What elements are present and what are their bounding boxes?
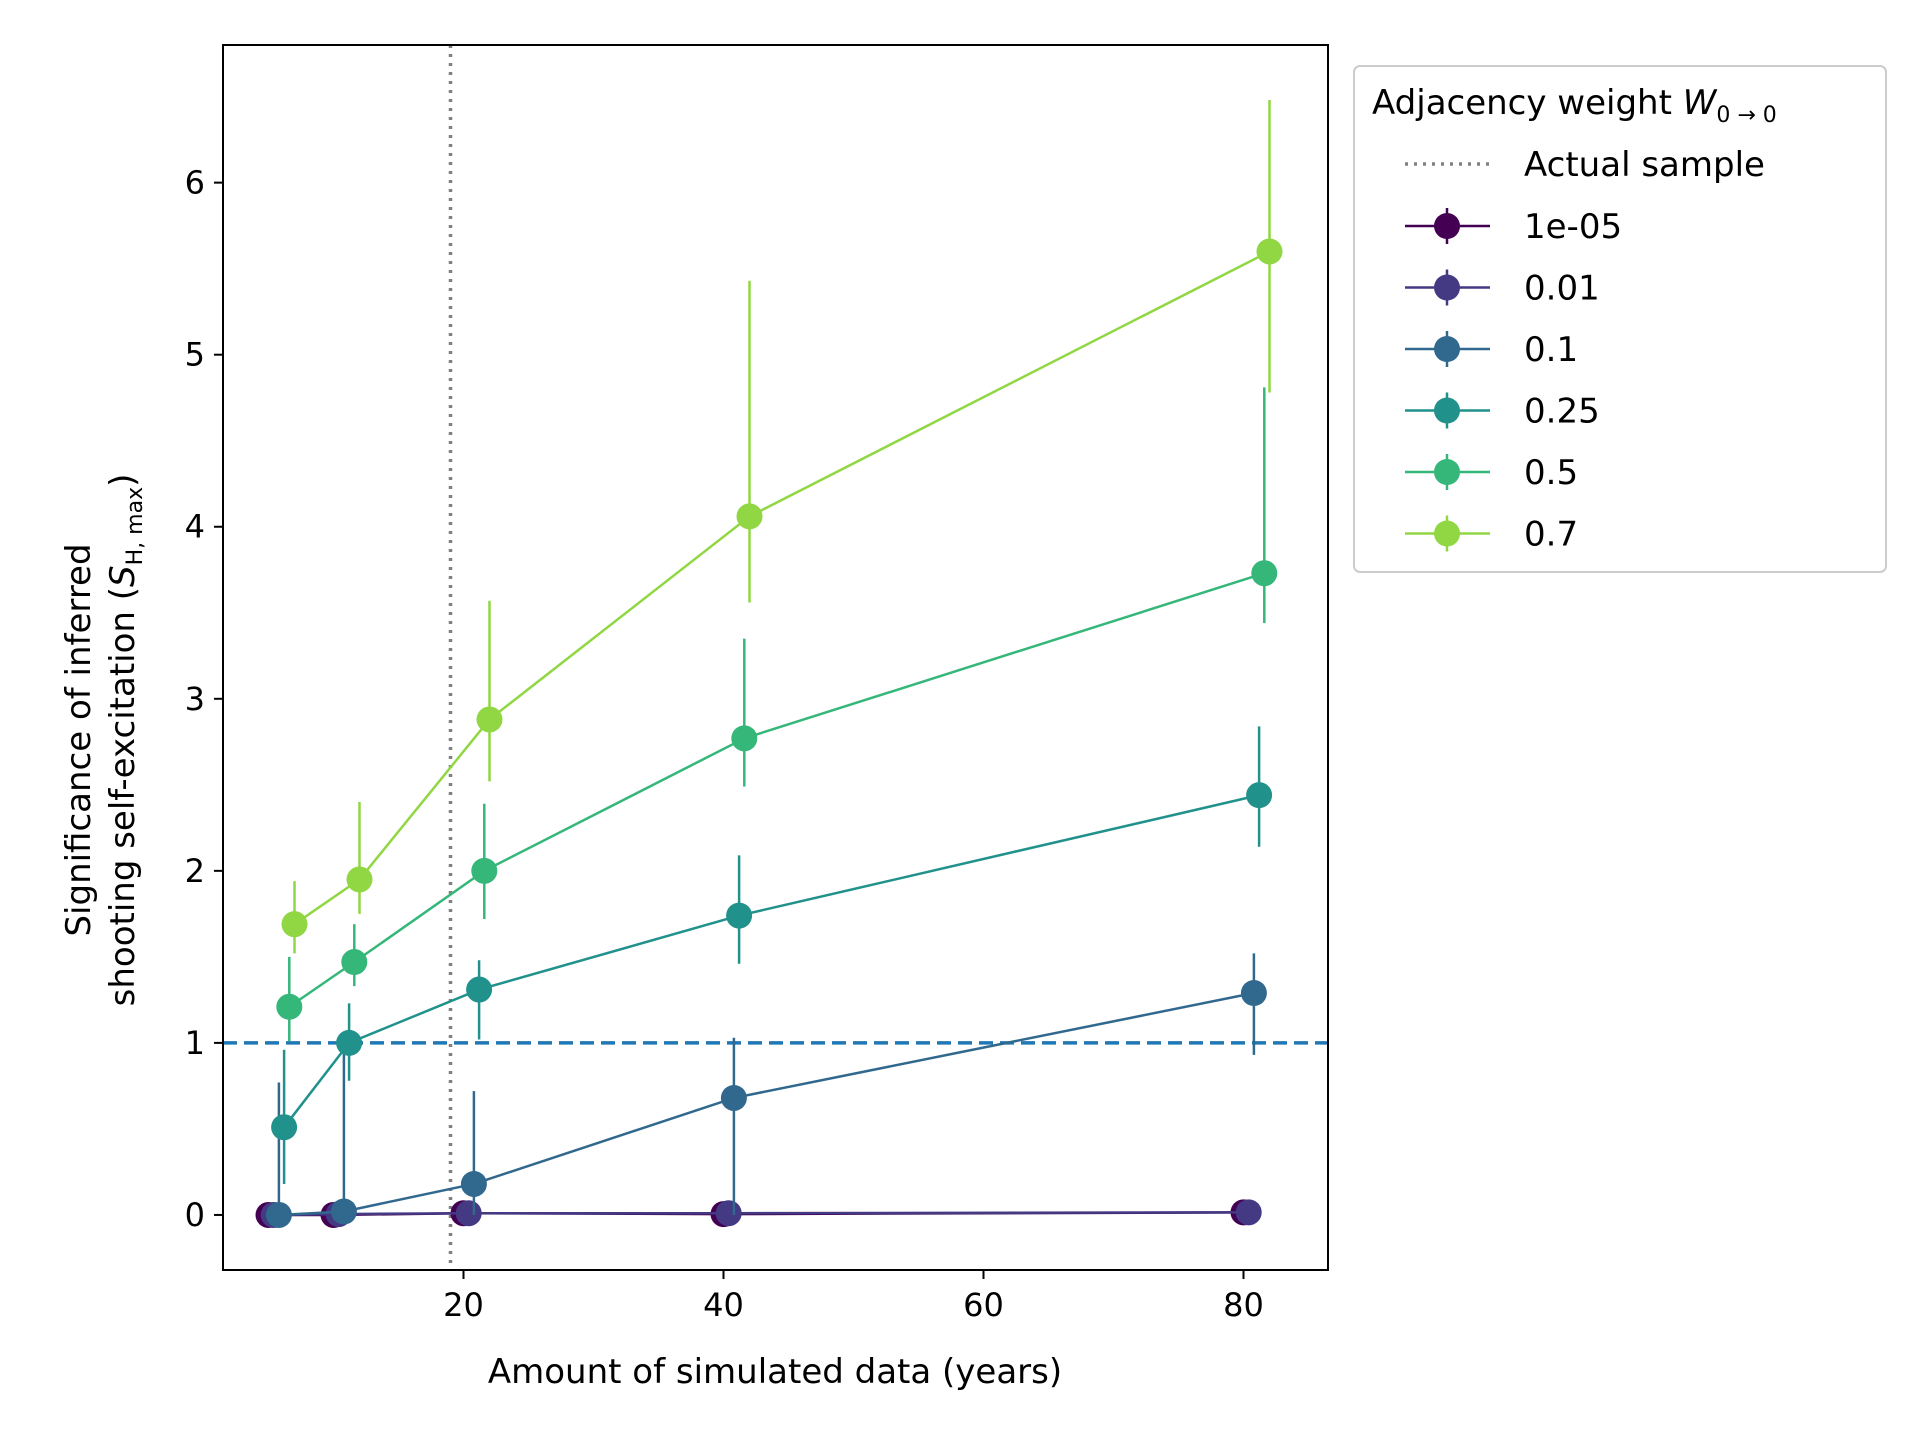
data-point xyxy=(466,976,493,1003)
legend-marker xyxy=(1434,520,1460,547)
plot-area xyxy=(222,44,1329,1271)
series-layer xyxy=(255,100,1283,1228)
series-line xyxy=(278,991,1255,1217)
series-0.1 xyxy=(265,953,1267,1228)
data-point xyxy=(726,902,753,929)
x-tick-label: 60 xyxy=(963,1286,1004,1324)
legend-title-subscript: 0 → 0 xyxy=(1716,103,1776,128)
series-line xyxy=(283,793,1260,1128)
legend-label: 0.01 xyxy=(1524,269,1600,309)
legend-actual-sample-label: Actual sample xyxy=(1524,145,1765,185)
y-axis-label: Significance of inferred shooting self-e… xyxy=(59,474,148,1007)
series-0.25 xyxy=(271,726,1273,1184)
data-point xyxy=(715,1200,742,1227)
series-0.5 xyxy=(276,387,1278,1042)
data-point xyxy=(346,866,373,893)
data-point xyxy=(736,503,763,530)
legend-box xyxy=(1353,65,1887,573)
data-point xyxy=(455,1200,482,1227)
y-axis-label-subscript: H, max xyxy=(123,487,148,565)
legend-entry-0.25: 0.25 xyxy=(1405,392,1600,432)
data-point xyxy=(276,993,303,1020)
legend-marker xyxy=(1434,336,1460,362)
legend-label: 0.25 xyxy=(1524,392,1600,432)
x-tick-label: 20 xyxy=(443,1286,484,1324)
y-tick-label: 3 xyxy=(185,680,205,718)
x-axis: 20 40 60 80 xyxy=(443,1270,1264,1324)
y-axis-label-line1: Significance of inferred xyxy=(59,543,99,936)
legend-entry-1e-05: 1e-05 xyxy=(1405,207,1622,247)
legend-label: 0.7 xyxy=(1524,515,1578,555)
legend-label: 1e-05 xyxy=(1524,207,1622,247)
y-axis-label-suffix: ) xyxy=(103,474,143,487)
legend-marker xyxy=(1434,274,1460,301)
series-0.7 xyxy=(281,100,1283,954)
legend-label: 0.5 xyxy=(1524,453,1578,493)
y-tick-label: 0 xyxy=(185,1196,205,1234)
y-tick-label: 4 xyxy=(185,508,205,546)
legend-entry-0.7: 0.7 xyxy=(1405,515,1578,555)
data-point xyxy=(476,706,503,733)
y-tick-label: 6 xyxy=(185,164,205,202)
reference-lines xyxy=(223,45,1328,1270)
data-point xyxy=(281,911,308,938)
series-line xyxy=(288,572,1265,1008)
data-point xyxy=(330,1198,357,1225)
x-tick-label: 80 xyxy=(1223,1286,1264,1324)
legend-marker xyxy=(1434,459,1460,485)
y-axis: 0 1 2 3 4 5 6 xyxy=(185,164,223,1234)
legend-entry-0.5: 0.5 xyxy=(1405,453,1578,493)
legend-title-text: Adjacency weight xyxy=(1372,83,1683,123)
legend: Adjacency weight W0 → 0 Actual sample 1e-… xyxy=(1353,65,1887,573)
legend-label: 0.1 xyxy=(1524,330,1578,370)
y-tick-label: 1 xyxy=(185,1024,205,1062)
legend-entries: Actual sample 1e-05 0.01 0.1 0.25 0.5 0.7 xyxy=(1405,145,1765,555)
y-tick-label: 5 xyxy=(185,336,205,374)
legend-marker xyxy=(1434,213,1460,239)
legend-entry-0.1: 0.1 xyxy=(1405,330,1578,370)
legend-entry-0.01: 0.01 xyxy=(1405,269,1600,309)
legend-marker xyxy=(1434,397,1460,424)
data-point xyxy=(1235,1199,1262,1226)
data-point xyxy=(336,1029,363,1056)
data-point xyxy=(1251,560,1278,587)
data-point xyxy=(460,1170,487,1197)
data-point xyxy=(471,857,498,884)
y-tick-label: 2 xyxy=(185,852,205,890)
y-axis-label-line2: shooting self-excitation (SH, max) xyxy=(103,474,148,1007)
axes-frame xyxy=(222,44,1329,1271)
data-point xyxy=(731,725,758,752)
series-line xyxy=(293,250,1271,926)
data-point xyxy=(341,949,368,976)
y-axis-label-symbol: S xyxy=(103,565,143,587)
data-point xyxy=(1256,238,1283,265)
legend-title-symbol: W xyxy=(1683,83,1718,123)
data-point xyxy=(265,1201,292,1228)
y-axis-label-prefix: shooting self-excitation ( xyxy=(103,587,143,1006)
data-point xyxy=(271,1114,298,1141)
x-axis-label: Amount of simulated data (years) xyxy=(488,1352,1062,1392)
data-point xyxy=(720,1084,747,1111)
legend-title: Adjacency weight W0 → 0 xyxy=(1372,83,1777,128)
data-point xyxy=(1246,782,1273,809)
series-0.01 xyxy=(260,1199,1262,1228)
x-tick-label: 40 xyxy=(703,1286,744,1324)
data-point xyxy=(1240,979,1267,1006)
